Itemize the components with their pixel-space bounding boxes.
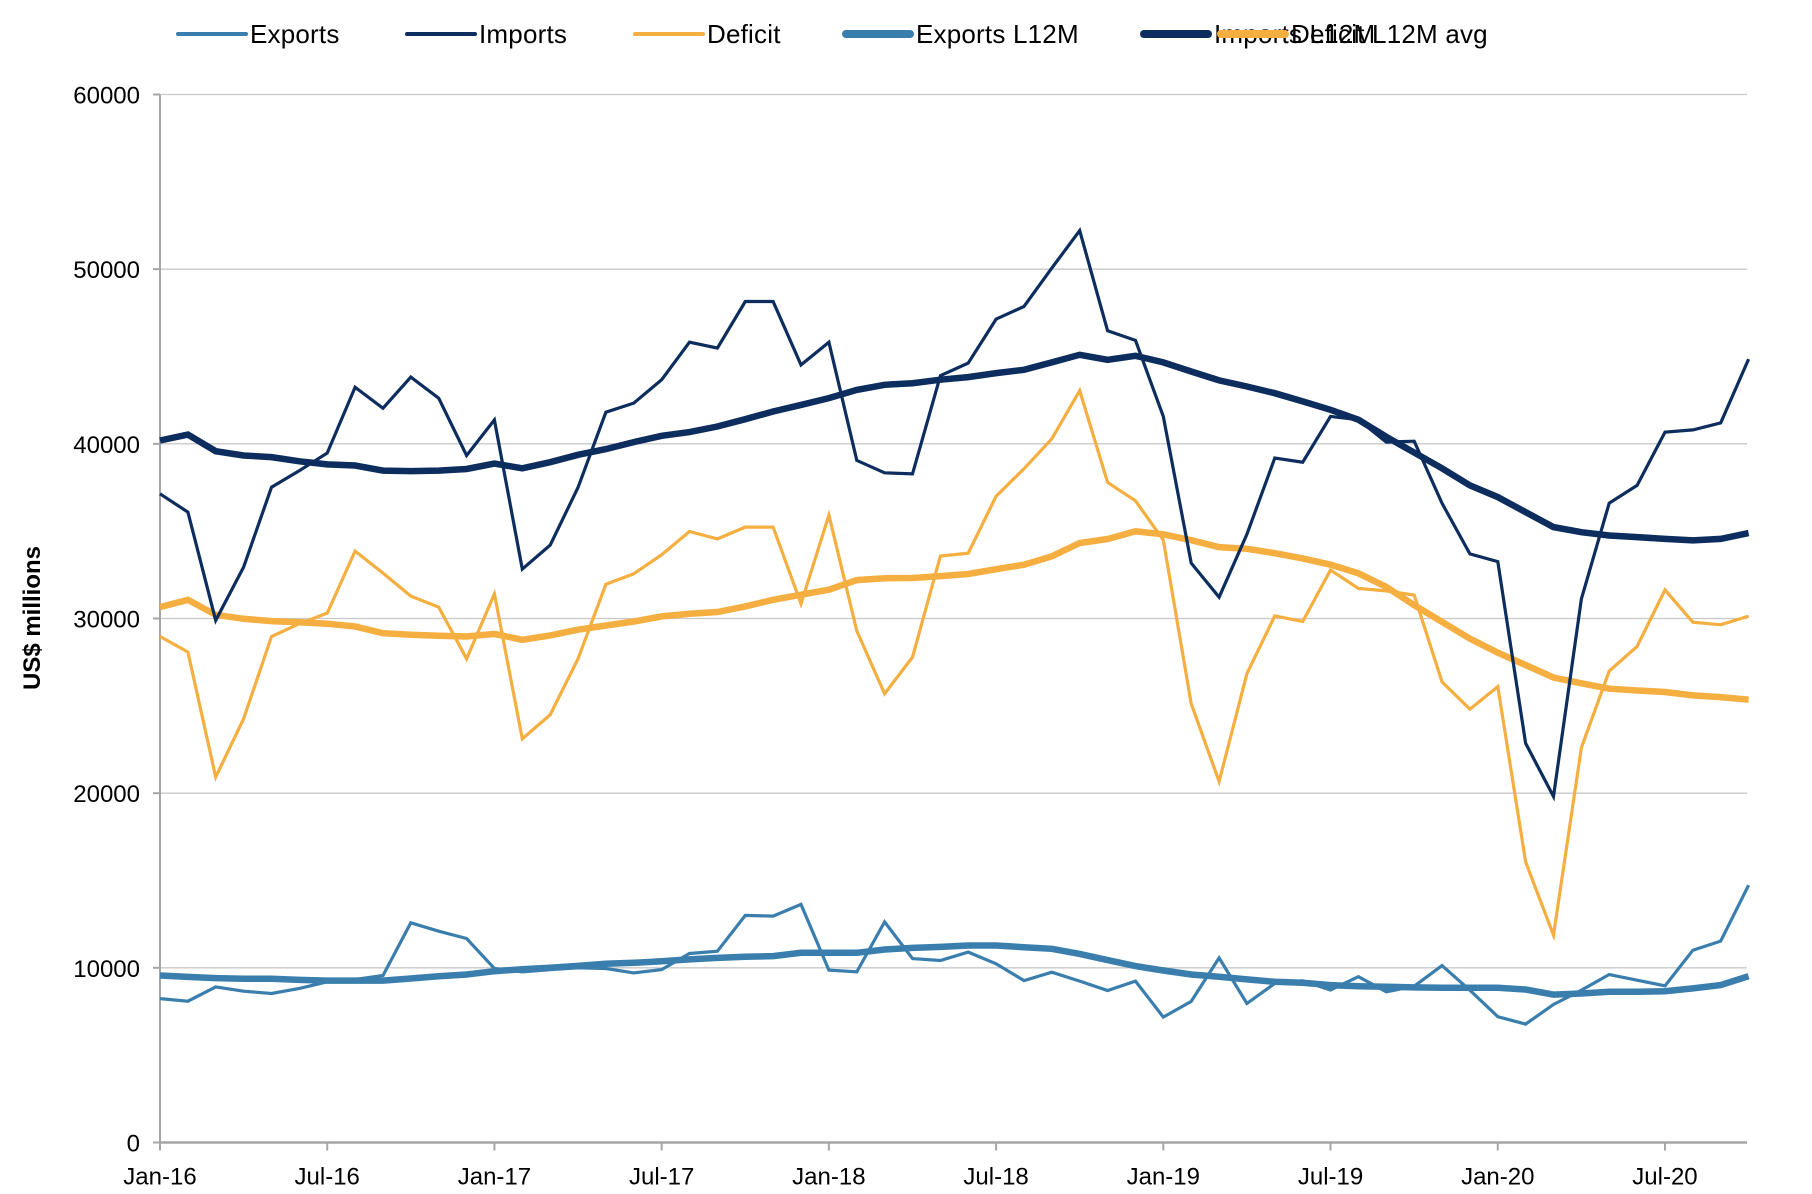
x-tick-label: Jul-18 (963, 1164, 1028, 1191)
legend-item-exports-l12m: Exports L12M (842, 14, 1079, 54)
legend-label-deficit-l12m-avg: Deficit L12M avg (1291, 18, 1488, 49)
y-axis-ticks: 0 10000 20000 30000 40000 50000 60000 (73, 83, 160, 1158)
legend-swatch-imports (405, 32, 477, 36)
legend-item-imports: Imports (405, 14, 567, 54)
legend-swatch-exports (176, 32, 248, 36)
legend-label-exports: Exports (250, 18, 340, 49)
series-line-exports-l12m (159, 942, 1750, 998)
x-tick-label: Jan-20 (1461, 1164, 1534, 1191)
legend-item-deficit-l12m-avg: Deficit L12M avg (1217, 14, 1488, 54)
y-tick-label: 50000 (73, 257, 140, 284)
legend-item-imports-l12m: Imports L12M (1140, 14, 1375, 54)
x-tick-label: Jul-20 (1632, 1164, 1697, 1191)
y-tick-label: 10000 (73, 956, 140, 983)
x-tick-label: Jan-17 (458, 1164, 531, 1191)
x-tick-label: Jul-19 (1298, 1164, 1363, 1191)
y-axis-title: US$ millions (19, 546, 46, 690)
y-tick-label: 0 (127, 1131, 140, 1158)
gridlines (160, 93, 1747, 969)
series-line-exports (159, 884, 1751, 1026)
x-tick-label: Jan-19 (1127, 1164, 1200, 1191)
legend-swatch-deficit (633, 32, 705, 36)
x-tick-label: Jul-16 (295, 1164, 360, 1191)
series-line-imports-l12m (159, 351, 1750, 544)
x-tick-label: Jul-17 (629, 1164, 694, 1191)
legend-item-deficit: Deficit (633, 14, 781, 54)
y-tick-label: 60000 (73, 83, 140, 110)
x-tick-label: Jan-16 (123, 1164, 196, 1191)
legend-label-exports-l12m: Exports L12M (916, 18, 1079, 49)
y-tick-label: 30000 (73, 607, 140, 634)
legend: Exports Imports Deficit Exports L12M Imp… (0, 14, 1812, 54)
legend-swatch-deficit-l12m-avg (1217, 30, 1289, 38)
x-tick-label: Jan-18 (792, 1164, 865, 1191)
series-line-imports (159, 227, 1751, 802)
series-line-deficit-l12m-avg (159, 528, 1749, 703)
series-group (159, 227, 1751, 1026)
y-tick-label: 20000 (73, 781, 140, 808)
series-line-deficit (159, 386, 1750, 942)
legend-swatch-exports-l12m (842, 30, 914, 38)
legend-label-deficit: Deficit (707, 18, 781, 49)
legend-swatch-imports-l12m (1140, 30, 1212, 38)
y-tick-label: 40000 (73, 432, 140, 459)
x-axis-ticks: Jan-16 Jul-16 Jan-17 Jul-17 Jan-18 Jul-18 Jan-… (123, 1142, 1698, 1191)
legend-label-imports: Imports (479, 18, 568, 49)
legend-item-exports: Exports (176, 14, 340, 54)
